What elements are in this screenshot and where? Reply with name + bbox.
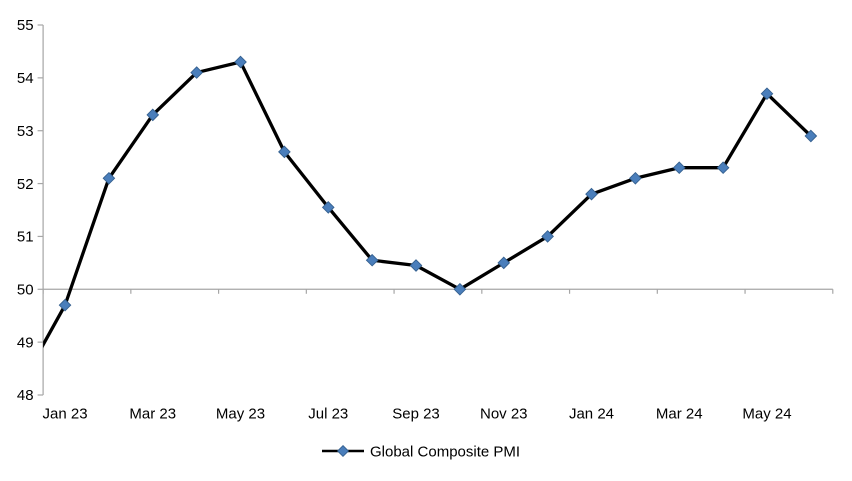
data-point-marker — [497, 256, 511, 270]
data-point-marker — [629, 171, 642, 185]
y-axis-label: 51 — [17, 229, 34, 246]
y-axis-label: 53 — [17, 123, 34, 140]
y-axis-label: 54 — [17, 70, 34, 87]
data-point-marker — [716, 161, 730, 175]
data-point-marker — [58, 298, 72, 312]
data-point-marker — [146, 108, 160, 122]
data-point-marker — [365, 253, 379, 267]
data-point-marker — [760, 87, 774, 101]
data-point-marker — [278, 145, 291, 159]
y-axis-label: 52 — [17, 176, 34, 193]
y-axis-label: 55 — [17, 17, 34, 34]
x-axis-label: Jan 24 — [569, 406, 614, 423]
pmi-line — [43, 60, 813, 349]
data-point-marker — [804, 129, 818, 143]
y-axis-label: 50 — [17, 281, 34, 298]
data-point-marker — [672, 161, 686, 175]
legend-marker-icon — [336, 444, 350, 458]
data-point-marker — [190, 66, 203, 79]
data-point-marker — [102, 171, 116, 185]
x-axis-label: Mar 24 — [656, 406, 703, 423]
data-point-marker — [453, 282, 467, 296]
y-axis: 55 54 53 52 51 50 49 48 — [17, 17, 44, 404]
legend: Global Composite PMI — [322, 444, 520, 461]
legend-label: Global Composite PMI — [370, 444, 520, 461]
data-point-marker — [541, 230, 554, 243]
data-point-marker — [585, 187, 598, 201]
x-axis-label: May 23 — [216, 406, 265, 423]
x-axis-label: May 24 — [742, 406, 791, 423]
data-point-marker — [321, 201, 335, 214]
x-axis-label: Sep 23 — [392, 406, 440, 423]
x-axis-label: Nov 23 — [480, 406, 528, 423]
x-axis-label: Mar 23 — [129, 406, 176, 423]
data-point-marker — [409, 259, 423, 272]
x-axis-label: Jan 23 — [43, 406, 88, 423]
data-point-marker — [234, 55, 247, 69]
y-axis-label: 48 — [17, 387, 34, 404]
x-axis-label: Jul 23 — [308, 406, 348, 423]
data-series — [43, 55, 818, 349]
x-axis: Jan 23 Mar 23 May 23 Jul 23 Sep 23 Nov 23 Jan … — [42, 288, 834, 423]
y-axis-label: 49 — [17, 334, 34, 351]
